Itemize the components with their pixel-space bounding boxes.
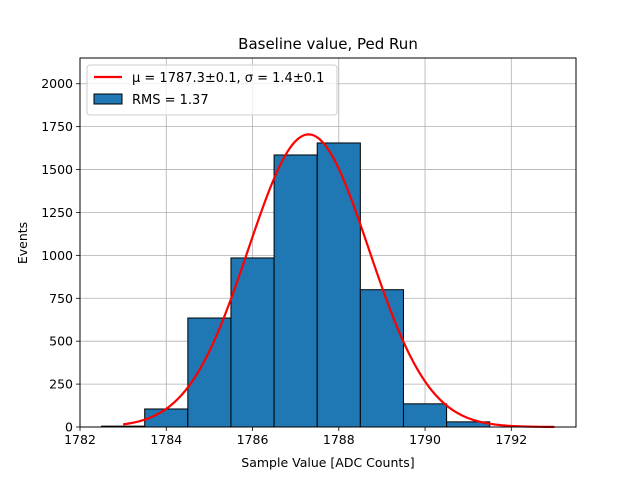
- x-tick-label: 1784: [150, 432, 182, 447]
- y-tick-label: 250: [49, 377, 73, 392]
- x-axis-label: Sample Value [ADC Counts]: [241, 455, 414, 470]
- legend-hist-label: RMS = 1.37: [132, 93, 209, 108]
- histogram-bar: [187, 317, 232, 428]
- histogram-bar: [273, 154, 318, 428]
- y-tick-label: 1250: [41, 205, 73, 220]
- x-tick-label: 1788: [323, 432, 355, 447]
- plot-frame: [79, 57, 577, 428]
- legend-fit-label: μ = 1787.3±0.1, σ = 1.4±0.1: [132, 71, 324, 86]
- y-tick-label: 0: [65, 420, 73, 435]
- y-tick-label: 500: [49, 334, 73, 349]
- y-tick-label: 1000: [41, 248, 73, 263]
- legend-box: [86, 64, 338, 116]
- histogram-bar: [359, 289, 404, 428]
- axis-ticks: 1782 1784 1786 1788 1790 1792 0 250 500 750 1000 12…: [41, 76, 527, 447]
- y-tick-label: 1500: [41, 162, 73, 177]
- legend-hist-swatch: [93, 93, 123, 105]
- x-tick-label: 1792: [495, 432, 527, 447]
- histogram-bar: [316, 142, 361, 428]
- legend: μ = 1787.3±0.1, σ = 1.4±0.1 RMS = 1.37: [86, 64, 338, 116]
- gaussian-fit: [122, 133, 555, 429]
- histogram-bars: [101, 142, 491, 428]
- x-tick-label: 1782: [64, 432, 96, 447]
- fit-curve: [122, 133, 555, 429]
- histogram-bar: [402, 403, 448, 428]
- histogram-bar: [230, 257, 275, 428]
- chart-title: Baseline value, Ped Run: [238, 35, 418, 53]
- x-tick-label: 1786: [237, 432, 269, 447]
- x-tick-label: 1790: [409, 432, 441, 447]
- y-tick-label: 2000: [41, 76, 73, 91]
- y-tick-label: 750: [49, 291, 73, 306]
- y-axis-label: Events: [15, 222, 30, 264]
- y-tick-label: 1750: [41, 119, 73, 134]
